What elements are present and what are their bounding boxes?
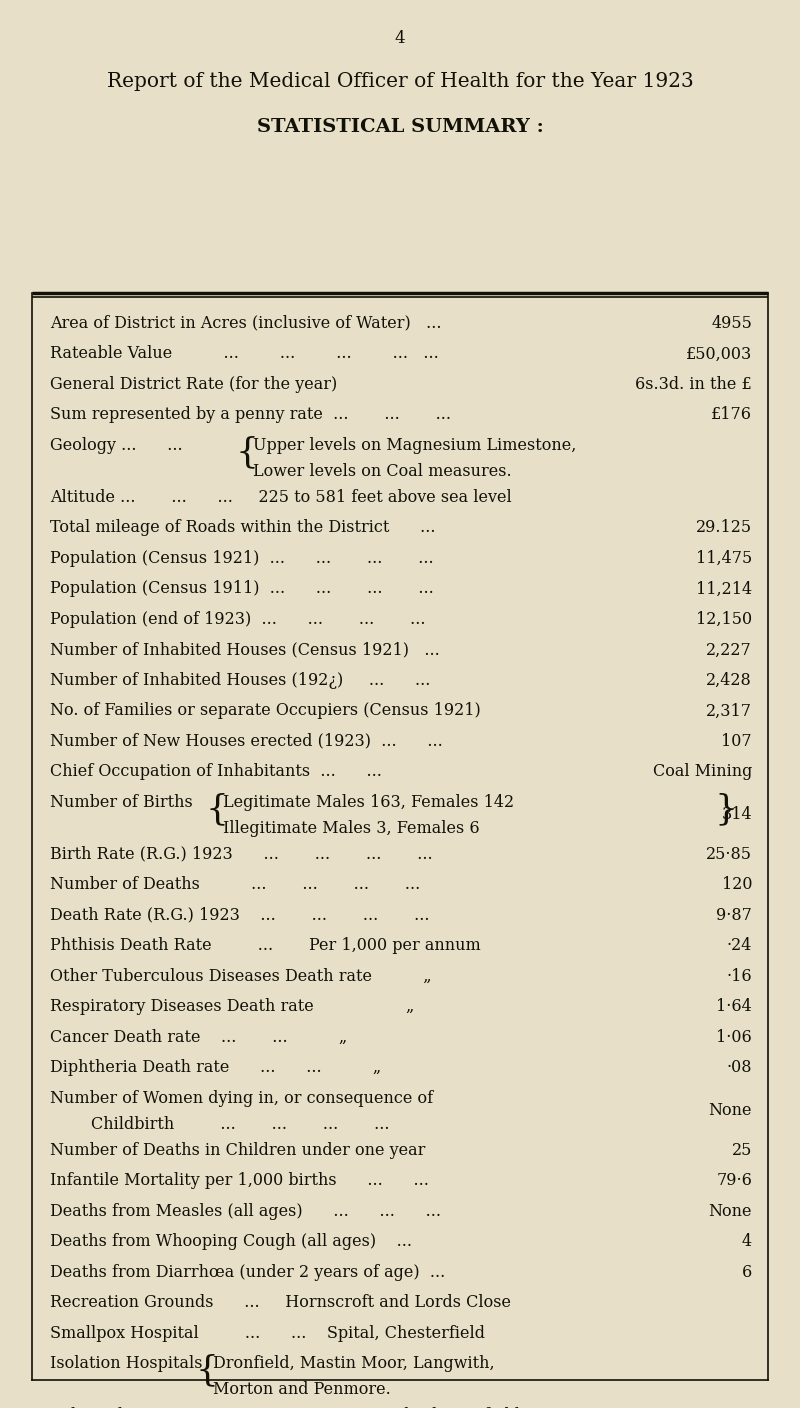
Text: {: { xyxy=(195,1353,218,1387)
Text: Sum represented by a penny rate  ...       ...       ...: Sum represented by a penny rate ... ... … xyxy=(50,407,451,424)
Text: 2,428: 2,428 xyxy=(706,672,752,689)
Text: Respiratory Diseases Death rate                  „: Respiratory Diseases Death rate „ xyxy=(50,998,414,1015)
Text: 4955: 4955 xyxy=(711,315,752,332)
Text: Geology ...      ...: Geology ... ... xyxy=(50,436,183,453)
Text: Smallpox Hospital         ...      ...    Spital, Chesterfield: Smallpox Hospital ... ... Spital, Cheste… xyxy=(50,1325,486,1342)
Text: 1·64: 1·64 xyxy=(716,998,752,1015)
Text: Diphtheria Death rate      ...      ...          „: Diphtheria Death rate ... ... „ xyxy=(50,1059,382,1076)
Text: Death Rate (R.G.) 1923    ...       ...       ...       ...: Death Rate (R.G.) 1923 ... ... ... ... xyxy=(50,907,430,924)
Text: 29.125: 29.125 xyxy=(696,520,752,536)
Text: }: } xyxy=(714,791,737,826)
Text: Recreation Grounds      ...     Hornscroft and Lords Close: Recreation Grounds ... Hornscroft and Lo… xyxy=(50,1294,511,1311)
Text: {: { xyxy=(206,791,229,826)
Text: No. of Families or separate Occupiers (Census 1921): No. of Families or separate Occupiers (C… xyxy=(50,703,481,719)
Text: Number of Women dying in, or consequence of: Number of Women dying in, or consequence… xyxy=(50,1090,434,1107)
Text: 9·87: 9·87 xyxy=(716,907,752,924)
Text: 120: 120 xyxy=(722,876,752,893)
Text: Population (end of 1923)  ...      ...       ...       ...: Population (end of 1923) ... ... ... ... xyxy=(50,611,426,628)
Text: Deaths from Whooping Cough (all ages)    ...: Deaths from Whooping Cough (all ages) ..… xyxy=(50,1233,413,1250)
Text: Coal Mining: Coal Mining xyxy=(653,763,752,780)
Text: Total mileage of Roads within the District      ...: Total mileage of Roads within the Distri… xyxy=(50,520,436,536)
Text: 2,227: 2,227 xyxy=(706,642,752,659)
Text: Morton and Penmore.: Morton and Penmore. xyxy=(214,1381,391,1398)
Text: £176: £176 xyxy=(711,407,752,424)
Text: Altitude ...       ...      ...     225 to 581 feet above sea level: Altitude ... ... ... 225 to 581 feet abo… xyxy=(50,489,512,505)
Text: Rateable Value          ...        ...        ...        ...   ...: Rateable Value ... ... ... ... ... xyxy=(50,345,439,362)
Text: Cancer Death rate    ...       ...          „: Cancer Death rate ... ... „ xyxy=(50,1029,348,1046)
Text: Chief Occupation of Inhabitants  ...      ...: Chief Occupation of Inhabitants ... ... xyxy=(50,763,382,780)
Text: Number of New Houses erected (1923)  ...      ...: Number of New Houses erected (1923) ... … xyxy=(50,732,443,750)
Text: 11,475: 11,475 xyxy=(696,551,752,567)
Text: 25: 25 xyxy=(732,1142,752,1159)
Text: Lower levels on Coal measures.: Lower levels on Coal measures. xyxy=(254,463,512,480)
Text: £50,003: £50,003 xyxy=(686,345,752,362)
Text: Legitimate Males 163, Females 142: Legitimate Males 163, Females 142 xyxy=(223,794,514,811)
Text: 1·06: 1·06 xyxy=(716,1029,752,1046)
Text: Population (Census 1921)  ...      ...       ...       ...: Population (Census 1921) ... ... ... ... xyxy=(50,551,434,567)
Text: Population (Census 1911)  ...      ...       ...       ...: Population (Census 1911) ... ... ... ... xyxy=(50,580,434,597)
Text: 314: 314 xyxy=(722,805,752,824)
Text: {: { xyxy=(235,435,258,469)
Text: 4: 4 xyxy=(742,1233,752,1250)
Text: Number of Deaths in Children under one year: Number of Deaths in Children under one y… xyxy=(50,1142,426,1159)
Text: 2,317: 2,317 xyxy=(706,703,752,719)
Text: Phthisis Death Rate         ...       Per 1,000 per annum: Phthisis Death Rate ... Per 1,000 per an… xyxy=(50,938,481,955)
Text: Birth Rate (R.G.) 1923      ...       ...       ...       ...: Birth Rate (R.G.) 1923 ... ... ... ... xyxy=(50,846,433,863)
Text: Deaths from Diarrhœa (under 2 years of age)  ...: Deaths from Diarrhœa (under 2 years of a… xyxy=(50,1264,446,1281)
Text: ·08: ·08 xyxy=(726,1059,752,1076)
Text: 25·85: 25·85 xyxy=(706,846,752,863)
Text: Deaths from Measles (all ages)      ...      ...      ...: Deaths from Measles (all ages) ... ... .… xyxy=(50,1202,442,1219)
Text: 4: 4 xyxy=(394,30,406,46)
Text: Illegitimate Males 3, Females 6: Illegitimate Males 3, Females 6 xyxy=(223,819,480,836)
Text: Number of Births: Number of Births xyxy=(50,794,193,811)
Text: Other Tuberculous Diseases Death rate          „: Other Tuberculous Diseases Death rate „ xyxy=(50,967,432,984)
Text: ·24: ·24 xyxy=(726,938,752,955)
Text: Area of District in Acres (inclusive of Water)   ...: Area of District in Acres (inclusive of … xyxy=(50,315,442,332)
Text: Upper levels on Magnesium Limestone,: Upper levels on Magnesium Limestone, xyxy=(254,436,577,453)
Text: Childbirth         ...       ...       ...       ...: Childbirth ... ... ... ... xyxy=(50,1115,390,1133)
Text: 107: 107 xyxy=(722,732,752,750)
Text: 6s.3d. in the £: 6s.3d. in the £ xyxy=(635,376,752,393)
Text: 6: 6 xyxy=(742,1264,752,1281)
Text: Number of Deaths          ...       ...       ...       ...: Number of Deaths ... ... ... ... xyxy=(50,876,421,893)
Text: None: None xyxy=(709,1202,752,1219)
Text: 11,214: 11,214 xyxy=(696,580,752,597)
Text: Isolation Hospitals: Isolation Hospitals xyxy=(50,1356,203,1373)
Text: ·16: ·16 xyxy=(726,967,752,984)
Text: 79·6: 79·6 xyxy=(716,1173,752,1190)
Text: General District Rate (for the year): General District Rate (for the year) xyxy=(50,376,338,393)
Text: STATISTICAL SUMMARY :: STATISTICAL SUMMARY : xyxy=(257,118,543,137)
Text: Infantile Mortality per 1,000 births      ...      ...: Infantile Mortality per 1,000 births ...… xyxy=(50,1173,430,1190)
Text: Number of Inhabited Houses (Census 1921)   ...: Number of Inhabited Houses (Census 1921)… xyxy=(50,642,440,659)
Text: None: None xyxy=(709,1102,752,1119)
Text: Dronfield, Mastin Moor, Langwith,: Dronfield, Mastin Moor, Langwith, xyxy=(214,1356,495,1373)
Text: Report of the Medical Officer of Health for the Year 1923: Report of the Medical Officer of Health … xyxy=(106,72,694,92)
Text: Number of Inhabited Houses (192¿)     ...      ...: Number of Inhabited Houses (192¿) ... ..… xyxy=(50,672,430,689)
Text: 12,150: 12,150 xyxy=(696,611,752,628)
